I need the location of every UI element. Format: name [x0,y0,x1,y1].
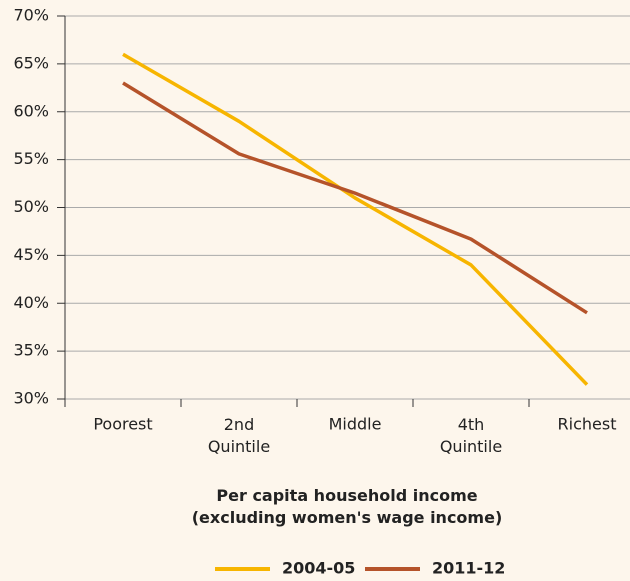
legend-label: 2011-12 [432,559,505,578]
x-tick-label: 2nd Quintile [208,415,270,456]
y-tick-label: 45% [13,245,49,264]
y-tick-label: 50% [13,197,49,216]
x-tick-label: Poorest [93,415,152,434]
x-tick-label: Middle [329,415,382,434]
series-line [122,81,588,315]
y-tick-label: 35% [13,341,49,360]
legend-label: 2004-05 [282,559,355,578]
y-tick-label: 65% [13,53,49,72]
series-line [122,52,589,386]
x-axis-title: Per capita household income (excluding wo… [192,486,503,527]
y-tick-label: 40% [13,293,49,312]
y-tick-label: 70% [13,6,49,25]
y-tick-label: 60% [13,101,49,120]
y-tick-label: 55% [13,149,49,168]
y-tick-label: 30% [13,389,49,408]
x-tick-label: Richest [558,415,617,434]
x-tick-label: 4th Quintile [440,415,502,456]
